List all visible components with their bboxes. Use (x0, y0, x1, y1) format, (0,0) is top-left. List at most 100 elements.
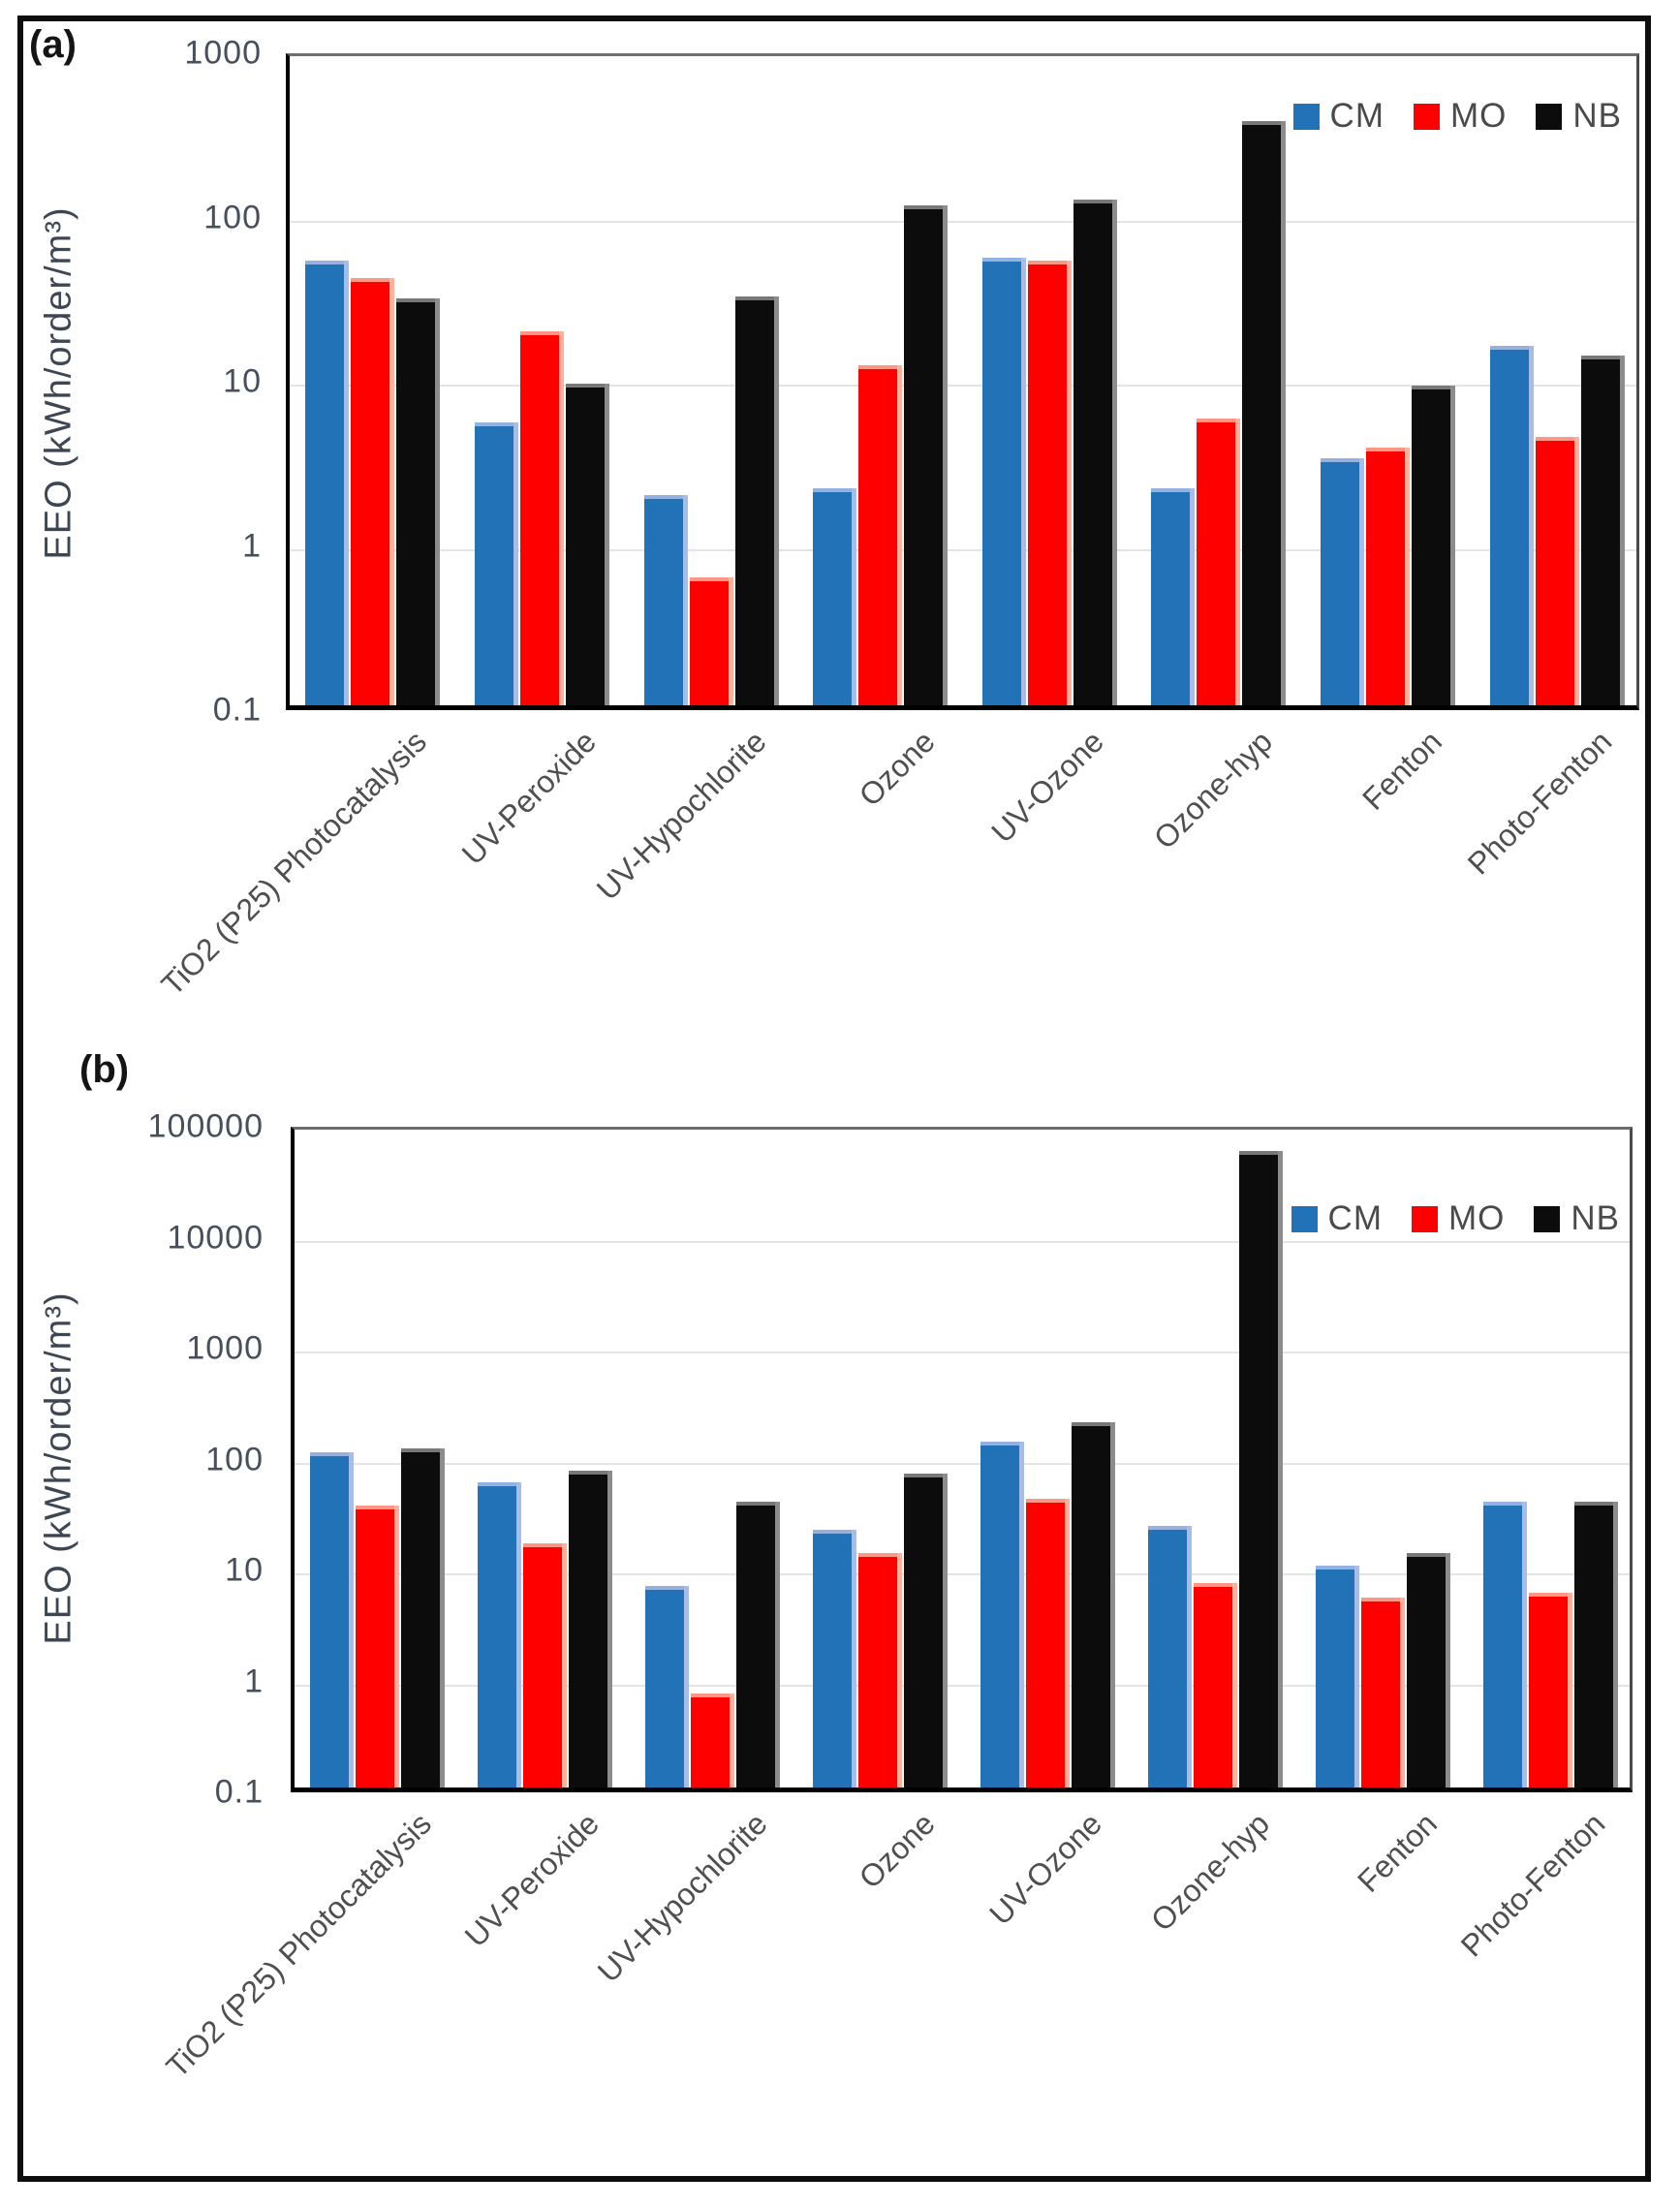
legend-label: CM (1327, 1199, 1383, 1237)
bar-highlight-cap (1536, 437, 1574, 441)
bar-highlight-cap (690, 577, 729, 581)
bar-mo-6 (1194, 1583, 1237, 1787)
y-axis-tick-label: 10000 (167, 1219, 264, 1257)
bar-highlight-edge (852, 488, 856, 705)
bar-highlight-cap (1407, 1553, 1446, 1557)
bar-highlight-edge (684, 1586, 689, 1787)
bar-highlight-cap (1366, 448, 1405, 451)
legend-label: MO (1449, 97, 1508, 135)
legend-item-nb: NB (1536, 97, 1622, 136)
bar-highlight-edge (1529, 346, 1534, 705)
legend: CM MO NB (1264, 97, 1622, 136)
bar-mo-4 (858, 1553, 902, 1787)
bar-mo-7 (1361, 1598, 1405, 1787)
panel-a-y-axis-title: EEO (kWh/order/m³) (38, 205, 79, 560)
bar-highlight-cap (1321, 458, 1359, 462)
bar-nb-7 (1412, 386, 1455, 705)
bar-highlight-edge (513, 422, 518, 705)
bar-highlight-cap (396, 298, 435, 302)
panel-b-plot-area (291, 1127, 1633, 1792)
bar-nb-6 (1239, 1151, 1283, 1787)
bar-nb-6 (1242, 121, 1286, 705)
bar-highlight-cap (356, 1506, 394, 1509)
bar-highlight-edge (1568, 1593, 1572, 1787)
bar-cm-8 (1483, 1502, 1527, 1787)
bar-highlight-edge (1281, 121, 1286, 705)
bar-highlight-edge (1278, 1151, 1283, 1787)
bar-mo-3 (690, 577, 733, 705)
bar-cm-3 (644, 495, 688, 705)
bar-mo-2 (520, 331, 564, 705)
bar-cm-2 (475, 422, 518, 705)
bar-mo-5 (1028, 261, 1072, 705)
bar-highlight-edge (607, 1471, 612, 1787)
bar-mo-3 (691, 1694, 734, 1787)
bar-mo-8 (1536, 437, 1579, 705)
bar-highlight-edge (852, 1530, 856, 1787)
bar-nb-4 (904, 205, 948, 705)
bar-highlight-cap (1581, 356, 1620, 359)
bar-highlight-cap (982, 258, 1021, 262)
bar-highlight-edge (562, 1543, 567, 1787)
bar-mo-4 (858, 365, 902, 705)
bar-highlight-cap (310, 1452, 349, 1456)
bar-cm-6 (1148, 1526, 1192, 1787)
y-axis-tick-label: 100 (205, 1441, 264, 1478)
bar-highlight-cap (858, 1553, 897, 1557)
bar-highlight-edge (1067, 261, 1072, 705)
legend-label: CM (1329, 97, 1384, 135)
bar-highlight-cap (1072, 1422, 1110, 1426)
legend-label: NB (1571, 1199, 1620, 1237)
bar-nb-1 (401, 1448, 445, 1787)
y-axis-tick-label: 10 (223, 362, 262, 400)
bar-cm-2 (478, 1482, 521, 1787)
bar-highlight-cap (1242, 121, 1281, 125)
bar-mo-1 (356, 1506, 399, 1787)
bar-nb-4 (904, 1474, 948, 1787)
bar-highlight-edge (1446, 1553, 1450, 1787)
gridline (290, 385, 1636, 387)
bar-highlight-cap (520, 331, 559, 335)
bar-cm-3 (645, 1586, 689, 1787)
bar-highlight-edge (1190, 488, 1195, 705)
panel-a-y-axis-title-wrap: EEO (kWh/order/m³) (17, 87, 101, 678)
bar-mo-8 (1529, 1593, 1572, 1787)
bar-highlight-cap (735, 296, 774, 300)
bar-highlight-cap (1412, 386, 1450, 389)
legend-item-nb: NB (1534, 1199, 1620, 1238)
bar-cm-1 (305, 261, 349, 705)
gridline (290, 549, 1636, 551)
bar-cm-7 (1321, 458, 1364, 705)
panel-b-label: (b) (79, 1048, 130, 1091)
legend-swatch-icon (1292, 103, 1320, 130)
legend-item-cm: CM (1291, 1199, 1383, 1238)
bar-highlight-edge (943, 1474, 948, 1787)
bar-highlight-edge (730, 1694, 734, 1787)
legend-item-mo: MO (1413, 97, 1508, 136)
legend-swatch-icon (1534, 1205, 1561, 1232)
bar-highlight-cap (980, 1442, 1019, 1445)
bar-highlight-edge (1450, 386, 1455, 705)
legend-item-cm: CM (1292, 97, 1384, 136)
figure-border (17, 16, 1651, 2182)
bar-highlight-cap (569, 1471, 607, 1475)
bar-mo-7 (1366, 448, 1410, 705)
bar-highlight-edge (1065, 1499, 1070, 1787)
gridline (295, 1463, 1630, 1465)
bar-cm-4 (813, 488, 856, 705)
bar-mo-5 (1026, 1499, 1070, 1787)
legend-swatch-icon (1536, 103, 1563, 130)
bar-highlight-cap (813, 1530, 852, 1534)
bar-mo-6 (1197, 419, 1240, 705)
bar-highlight-cap (1073, 200, 1112, 203)
bar-highlight-cap (1239, 1151, 1278, 1155)
bar-highlight-cap (1151, 488, 1190, 492)
bar-mo-1 (351, 278, 394, 705)
gridline (295, 1573, 1630, 1575)
bar-highlight-edge (1112, 200, 1117, 705)
bar-highlight-cap (566, 384, 605, 388)
y-axis-tick-label: 100 (203, 199, 262, 236)
bar-highlight-cap (305, 261, 344, 264)
legend-swatch-icon (1413, 103, 1440, 130)
bar-cm-7 (1316, 1566, 1359, 1787)
